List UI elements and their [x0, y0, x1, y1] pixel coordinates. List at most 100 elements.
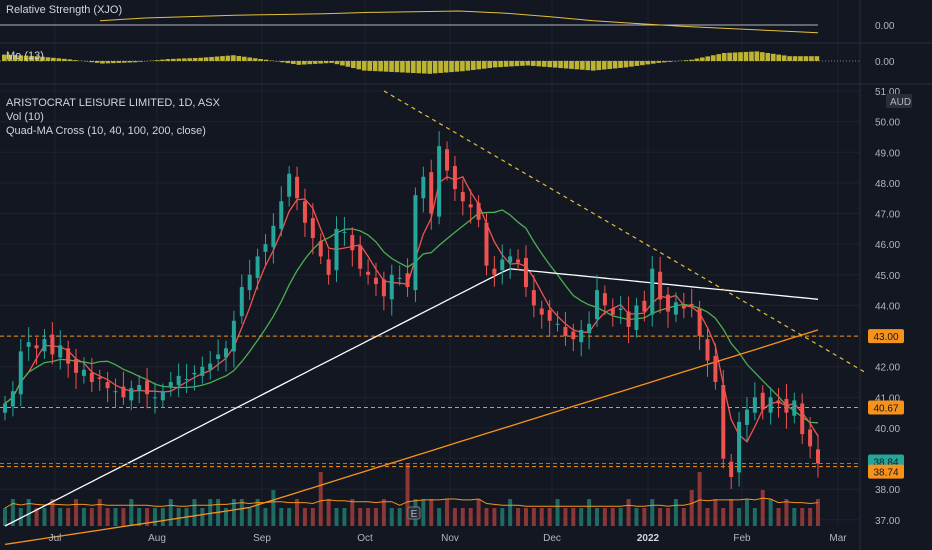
momentum-bar [569, 61, 574, 69]
momentum-bar [176, 58, 182, 61]
relative-strength-panel: 0.00 [0, 10, 895, 34]
rs-line [99, 10, 819, 34]
volume-bar [310, 508, 315, 526]
momentum-bar [105, 61, 111, 64]
momentum-bar [585, 61, 591, 71]
momentum-bar [23, 55, 29, 61]
momentum-bar [623, 61, 629, 68]
volume-bar [547, 508, 552, 526]
volume-bar [555, 499, 560, 526]
momentum-bar [225, 55, 231, 61]
volume-bar [287, 508, 292, 526]
candle-body [816, 449, 820, 464]
momentum-bar [40, 56, 45, 61]
momentum-bar [171, 58, 176, 61]
price-tick-label: 45.00 [875, 271, 900, 282]
momentum-bar [405, 61, 411, 73]
momentum-bar [770, 53, 776, 61]
volume-bar [421, 499, 426, 526]
momentum-bar [383, 61, 389, 72]
momentum-bar [683, 60, 689, 61]
momentum-bar [574, 61, 580, 70]
momentum-bar [607, 61, 612, 69]
volume-bar [176, 508, 181, 526]
price-tick-label: 46.00 [875, 240, 900, 251]
momentum-bar [192, 58, 198, 61]
volume-bar [192, 499, 197, 526]
volume-bar [618, 508, 623, 526]
candle-body [152, 397, 157, 399]
quad-ma-legend[interactable]: Quad-MA Cross (10, 40, 100, 200, close) [6, 125, 206, 137]
volume-bar [18, 508, 23, 526]
candle-body [610, 308, 615, 315]
candle-body [302, 201, 307, 223]
candle-body [192, 372, 197, 375]
rs-legend: Relative Strength (XJO) [6, 4, 122, 16]
momentum-bar [367, 61, 373, 71]
candle-body [113, 391, 118, 393]
momentum-bar [760, 52, 765, 61]
volume-bar [263, 508, 268, 526]
volume-bar [168, 499, 173, 526]
candle-body [231, 320, 236, 352]
volume-legend[interactable]: Vol (10) [6, 111, 44, 123]
momentum-bar [258, 58, 263, 61]
time-tick-label: Sep [253, 533, 271, 544]
symbol-title[interactable]: ARISTOCRAT LEISURE LIMITED, 1D, ASX [6, 97, 220, 109]
candle-body [421, 176, 426, 199]
candle-body [168, 382, 173, 387]
candle-body [271, 225, 276, 248]
volume-bar [389, 508, 394, 526]
volume-bar [658, 508, 663, 526]
candle-body [184, 378, 189, 380]
momentum-bar [160, 59, 165, 61]
momentum-bar [661, 61, 667, 63]
momentum-bar [710, 55, 716, 61]
volume-bar [350, 499, 355, 526]
downtrend-line [383, 90, 867, 374]
candle-body [437, 146, 442, 217]
momentum-bar [181, 58, 187, 61]
volume-bar [776, 508, 781, 526]
candle-body [42, 339, 47, 352]
volume-bar [792, 508, 797, 526]
momentum-bar [460, 61, 465, 72]
candle-body [752, 397, 757, 413]
momentum-bar [247, 57, 253, 61]
volume-bar [160, 508, 165, 526]
momentum-bar [334, 61, 340, 65]
momentum-bar [580, 61, 585, 70]
volume-bar [642, 508, 647, 526]
momentum-bar [776, 54, 782, 61]
momentum-bar [656, 61, 662, 63]
candle-body [137, 385, 142, 392]
price-tick-label: 51.00 [875, 87, 900, 98]
time-tick-label: Jul [49, 533, 62, 544]
momentum-bar [51, 57, 56, 61]
momentum-bar [743, 51, 749, 61]
volume-bar [460, 508, 465, 526]
candle-body [326, 259, 331, 275]
momentum-bar [541, 61, 547, 67]
volume-bar [74, 499, 79, 526]
time-axis[interactable]: Jul Aug Sep Oct Nov Dec 2022 Feb Mar E [49, 506, 848, 544]
candle-body [618, 308, 623, 311]
volume-bar [247, 508, 252, 526]
candle-body [784, 398, 789, 413]
momentum-legend: Mo (13) [6, 50, 44, 62]
volume-bar [358, 508, 363, 526]
candle-body [634, 305, 639, 330]
momentum-bar [640, 61, 645, 66]
ma100-line [4, 268, 819, 527]
time-tick-label: Feb [733, 533, 751, 544]
candle-body [263, 244, 268, 252]
momentum-bar [411, 61, 416, 73]
momentum-bar [291, 61, 296, 64]
volume-bar [231, 499, 236, 526]
momentum-title: Mo (13) [6, 50, 44, 62]
momentum-bar [285, 61, 291, 64]
momentum-bar [596, 61, 602, 71]
candle-body [697, 308, 702, 337]
momentum-bar [705, 56, 711, 61]
